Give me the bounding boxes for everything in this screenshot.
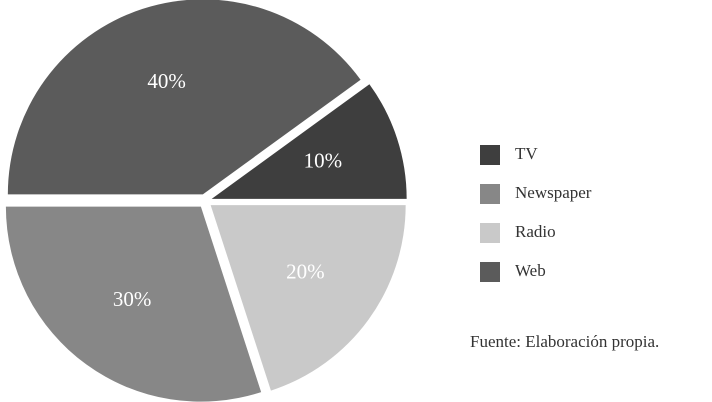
legend-swatch [480, 145, 500, 165]
pie-slice [211, 84, 407, 199]
legend-label: Radio [515, 222, 556, 241]
legend-label: Web [515, 261, 546, 280]
legend-label: Newspaper [515, 183, 592, 202]
legend-swatch [480, 184, 500, 204]
source-note: Fuente: Elaboración propia. [470, 332, 659, 351]
slice-label: 30% [113, 287, 152, 311]
legend-swatch [480, 262, 500, 282]
pie-slice [5, 206, 262, 402]
legend-label: TV [515, 144, 538, 163]
pie-slice [210, 205, 406, 391]
slice-label: 20% [286, 260, 325, 284]
slice-label: 40% [147, 69, 186, 93]
pie-slice [7, 0, 361, 195]
legend-swatch [480, 223, 500, 243]
slice-label: 10% [304, 148, 343, 172]
